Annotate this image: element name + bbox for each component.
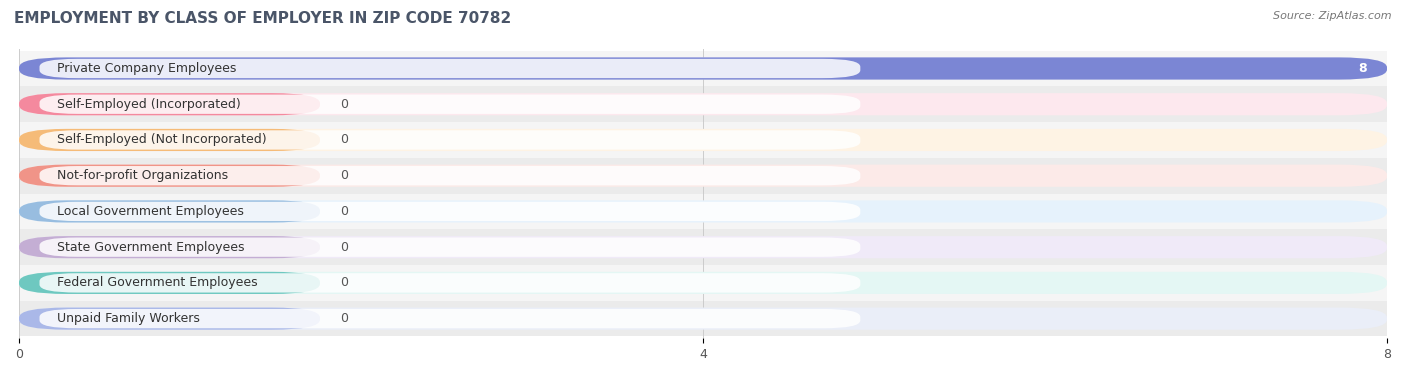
Text: 0: 0: [340, 276, 349, 290]
FancyBboxPatch shape: [20, 272, 1386, 294]
FancyBboxPatch shape: [39, 130, 860, 150]
FancyBboxPatch shape: [20, 236, 321, 258]
Text: Unpaid Family Workers: Unpaid Family Workers: [56, 312, 200, 325]
Bar: [20, 122, 1386, 158]
Bar: [20, 194, 1386, 229]
Bar: [20, 301, 1386, 337]
Text: 0: 0: [340, 205, 349, 218]
FancyBboxPatch shape: [39, 202, 860, 221]
FancyBboxPatch shape: [39, 59, 860, 78]
FancyBboxPatch shape: [20, 93, 1386, 115]
FancyBboxPatch shape: [20, 58, 1386, 80]
Text: 8: 8: [1358, 62, 1367, 75]
FancyBboxPatch shape: [20, 272, 321, 294]
FancyBboxPatch shape: [20, 200, 1386, 223]
Text: 0: 0: [340, 98, 349, 111]
Text: Not-for-profit Organizations: Not-for-profit Organizations: [56, 169, 228, 182]
FancyBboxPatch shape: [39, 238, 860, 257]
Text: 0: 0: [340, 169, 349, 182]
Text: 0: 0: [340, 312, 349, 325]
FancyBboxPatch shape: [20, 165, 1386, 187]
FancyBboxPatch shape: [20, 236, 1386, 258]
FancyBboxPatch shape: [39, 273, 860, 293]
Bar: [20, 86, 1386, 122]
Text: State Government Employees: State Government Employees: [56, 241, 245, 254]
Text: Private Company Employees: Private Company Employees: [56, 62, 236, 75]
Bar: [20, 158, 1386, 194]
FancyBboxPatch shape: [20, 165, 321, 187]
FancyBboxPatch shape: [20, 308, 321, 330]
FancyBboxPatch shape: [20, 93, 321, 115]
Text: Self-Employed (Not Incorporated): Self-Employed (Not Incorporated): [56, 133, 266, 147]
FancyBboxPatch shape: [39, 309, 860, 328]
Text: Source: ZipAtlas.com: Source: ZipAtlas.com: [1274, 11, 1392, 21]
Bar: [20, 265, 1386, 301]
FancyBboxPatch shape: [20, 58, 1386, 80]
FancyBboxPatch shape: [39, 95, 860, 114]
FancyBboxPatch shape: [20, 129, 321, 151]
Text: Local Government Employees: Local Government Employees: [56, 205, 243, 218]
Bar: [20, 51, 1386, 86]
Text: 0: 0: [340, 133, 349, 147]
FancyBboxPatch shape: [20, 200, 321, 223]
Text: Self-Employed (Incorporated): Self-Employed (Incorporated): [56, 98, 240, 111]
FancyBboxPatch shape: [20, 129, 1386, 151]
FancyBboxPatch shape: [39, 166, 860, 185]
Text: 0: 0: [340, 241, 349, 254]
FancyBboxPatch shape: [20, 308, 1386, 330]
Text: EMPLOYMENT BY CLASS OF EMPLOYER IN ZIP CODE 70782: EMPLOYMENT BY CLASS OF EMPLOYER IN ZIP C…: [14, 11, 512, 26]
Text: Federal Government Employees: Federal Government Employees: [56, 276, 257, 290]
Bar: [20, 229, 1386, 265]
